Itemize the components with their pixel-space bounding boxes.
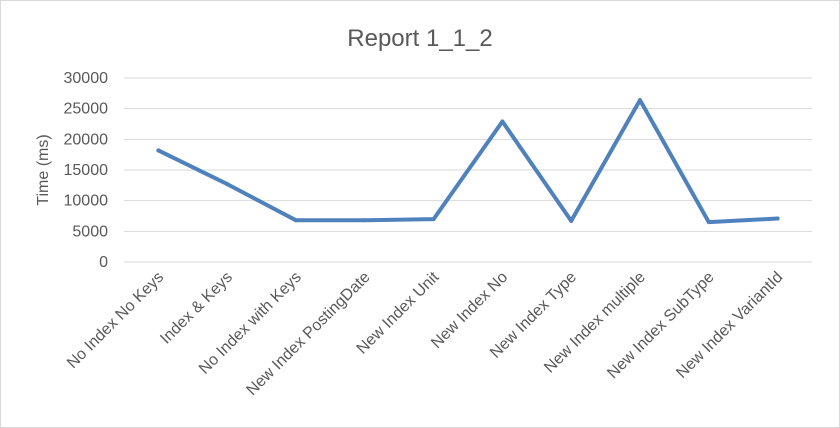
data-point-0-4 (431, 217, 436, 222)
data-point-0-5 (500, 119, 505, 124)
data-point-0-1 (225, 182, 230, 187)
gridlines (124, 77, 812, 263)
y-axis-ticks: 0 5000 10000 15000 20000 25000 30000 (64, 70, 109, 271)
series-layer (156, 98, 780, 225)
y-tick-label-2: 10000 (64, 193, 109, 210)
series-line-0 (156, 98, 780, 225)
data-point-0-2 (294, 218, 298, 223)
x-tick-label-0: No Index No Keys (64, 269, 167, 372)
data-point-0-0 (156, 148, 161, 153)
data-point-0-6 (569, 218, 574, 223)
data-point-0-3 (362, 218, 367, 223)
data-point-0-9 (775, 216, 780, 221)
y-tick-label-1: 5000 (72, 223, 108, 240)
y-axis-label: Time (ms) (35, 134, 52, 205)
x-tick-label-1: Index & Keys (157, 269, 236, 348)
data-point-0-8 (706, 220, 711, 225)
y-tick-label-3: 15000 (64, 162, 109, 179)
y-tick-label-5: 25000 (64, 101, 109, 118)
y-tick-label-4: 20000 (64, 131, 109, 148)
y-tick-label-0: 0 (99, 254, 108, 271)
y-tick-label-6: 30000 (64, 70, 109, 87)
chart-title: Report 1_1_2 (347, 25, 492, 52)
x-tick-label-3: New Index PostingDate (243, 269, 373, 399)
data-point-0-7 (638, 98, 642, 103)
